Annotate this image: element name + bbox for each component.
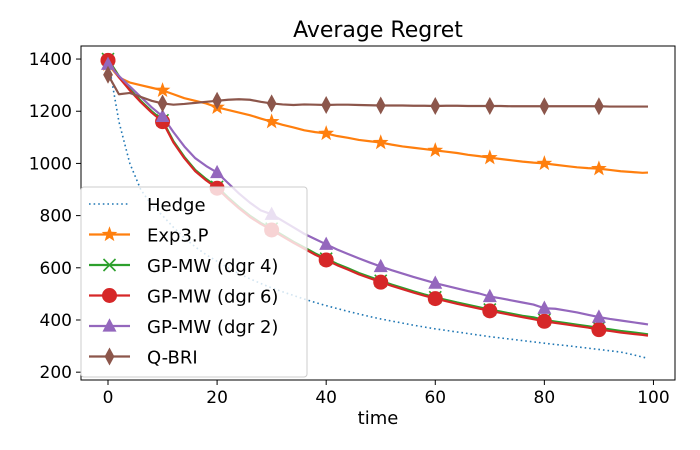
data-point-exp3-p [318, 125, 335, 141]
data-point-gp-mw-dgr-6 [427, 291, 443, 307]
legend-label-gp-mw-dgr-4: GP-MW (dgr 4) [147, 256, 278, 277]
data-point-gp-mw-dgr-2 [537, 300, 552, 314]
x-tick-label: 20 [206, 388, 228, 408]
y-tick-label: 800 [40, 207, 72, 227]
y-tick-label: 1200 [29, 102, 72, 122]
x-tick-label: 100 [637, 388, 669, 408]
y-tick-label: 400 [40, 311, 72, 331]
data-point-gp-mw-dgr-2 [101, 56, 115, 70]
data-point-exp3-p [154, 82, 171, 98]
data-point-gp-mw-dgr-2 [373, 258, 388, 273]
legend: Hedge Exp3.P GP-MW (dgr 4) GP-MW (dgr 6) GP-… [80, 186, 308, 378]
data-point-q-bri [594, 97, 604, 116]
x-tick-label: 60 [424, 388, 446, 408]
data-point-exp3-p [372, 134, 389, 150]
y-axis-ticks: 200 400 600 800 1000 1200 1400 [29, 50, 81, 383]
y-tick-label: 600 [40, 259, 72, 279]
data-point-q-bri [212, 91, 222, 110]
legend-label-q-bri: Q-BRI [147, 348, 198, 369]
legend-marker-q-bri [104, 347, 115, 366]
x-axis-ticks: 0 20 40 60 80 100 [103, 380, 670, 408]
legend-marker-gp-mw-dgr-4 [102, 258, 117, 272]
legend-marker-gp-mw-dgr-6 [102, 288, 117, 303]
x-axis-label: time [358, 408, 399, 429]
data-point-gp-mw-dgr-2 [428, 275, 443, 289]
legend-label-gp-mw-dgr-2: GP-MW (dgr 2) [147, 317, 278, 338]
legend-label-gp-mw-dgr-6: GP-MW (dgr 6) [147, 287, 278, 308]
legend-items: Hedge Exp3.P GP-MW (dgr 4) GP-MW (dgr 6) GP-… [89, 195, 278, 369]
y-tick-label: 1400 [29, 50, 72, 70]
legend-box [80, 186, 308, 378]
data-point-q-bri [321, 95, 332, 114]
data-point-exp3-p [427, 142, 444, 158]
data-point-q-bri [539, 97, 550, 116]
x-tick-label: 80 [534, 388, 556, 408]
data-point-q-bri [266, 94, 277, 113]
series-markers [100, 52, 607, 338]
data-point-gp-mw-dgr-6 [591, 322, 607, 338]
x-tick-label: 40 [315, 388, 337, 408]
data-point-q-bri [157, 94, 168, 113]
data-point-exp3-p [536, 155, 553, 171]
data-point-exp3-p [481, 149, 498, 165]
data-point-gp-mw-dgr-6 [482, 303, 498, 319]
legend-marker-gp-mw-dgr-2 [102, 318, 117, 332]
x-tick-label: 0 [103, 388, 114, 408]
series-line-hedge [107, 58, 649, 360]
data-point-q-bri [484, 97, 495, 116]
data-point-exp3-p [591, 160, 607, 176]
chart-title: Average Regret [293, 18, 463, 43]
data-point-q-bri [375, 96, 386, 115]
data-point-q-bri [430, 97, 441, 116]
data-point-gp-mw-dgr-2 [155, 108, 170, 123]
legend-label-hedge: Hedge [147, 195, 206, 216]
y-tick-label: 200 [40, 363, 72, 383]
legend-marker-exp3-p [101, 226, 118, 242]
data-point-gp-mw-dgr-6 [536, 313, 552, 329]
data-point-q-bri [103, 65, 113, 84]
data-point-gp-mw-dgr-6 [318, 252, 334, 268]
data-point-gp-mw-dgr-2 [591, 309, 606, 323]
data-point-gp-mw-dgr-2 [482, 288, 497, 303]
legend-label-exp3-p: Exp3.P [147, 226, 209, 247]
data-point-gp-mw-dgr-2 [210, 164, 225, 179]
series-line-exp3-p [107, 63, 649, 174]
data-point-gp-mw-dgr-2 [319, 236, 334, 250]
y-tick-label: 1000 [29, 154, 72, 174]
data-point-gp-mw-dgr-6 [373, 274, 389, 290]
data-point-exp3-p [263, 113, 280, 129]
